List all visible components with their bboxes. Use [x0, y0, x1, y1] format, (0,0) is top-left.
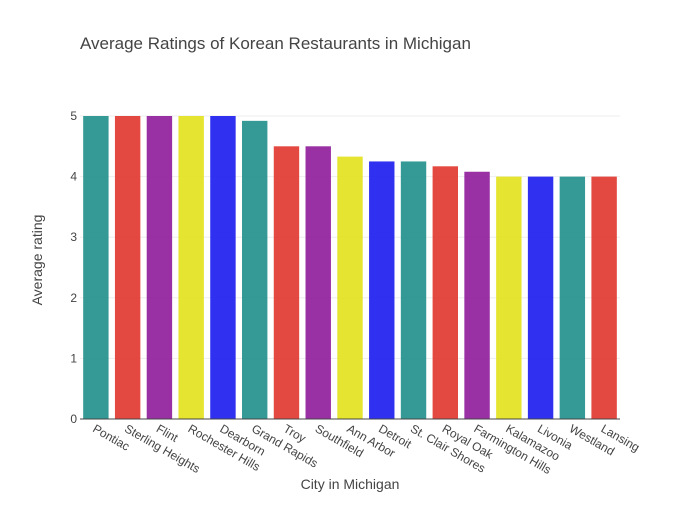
y-tick-label: 5	[70, 109, 77, 123]
x-axis-title: City in Michigan	[301, 476, 400, 492]
bar[interactable]	[464, 171, 490, 419]
bar[interactable]	[146, 116, 173, 419]
y-tick-label: 1	[70, 351, 77, 365]
bar[interactable]	[83, 116, 109, 419]
bar[interactable]	[178, 116, 204, 419]
bar[interactable]	[527, 176, 554, 419]
bar[interactable]	[559, 176, 586, 419]
y-tick-label: 3	[70, 230, 77, 244]
bar[interactable]	[114, 116, 141, 419]
bar[interactable]	[496, 176, 522, 419]
bar[interactable]	[305, 146, 331, 420]
bar[interactable]	[369, 161, 395, 419]
y-tick-label: 2	[70, 291, 77, 305]
bar[interactable]	[210, 116, 236, 419]
y-axis-title: Average rating	[29, 215, 45, 306]
bar[interactable]	[400, 161, 427, 419]
bar[interactable]	[432, 166, 458, 419]
y-tick-label: 4	[70, 170, 77, 184]
bar[interactable]	[337, 156, 363, 420]
bar[interactable]	[273, 146, 300, 420]
y-tick-label: 0	[70, 412, 77, 426]
bar[interactable]	[242, 120, 268, 420]
chart-title: Average Ratings of Korean Restaurants in…	[80, 34, 471, 53]
bar[interactable]	[591, 176, 617, 419]
